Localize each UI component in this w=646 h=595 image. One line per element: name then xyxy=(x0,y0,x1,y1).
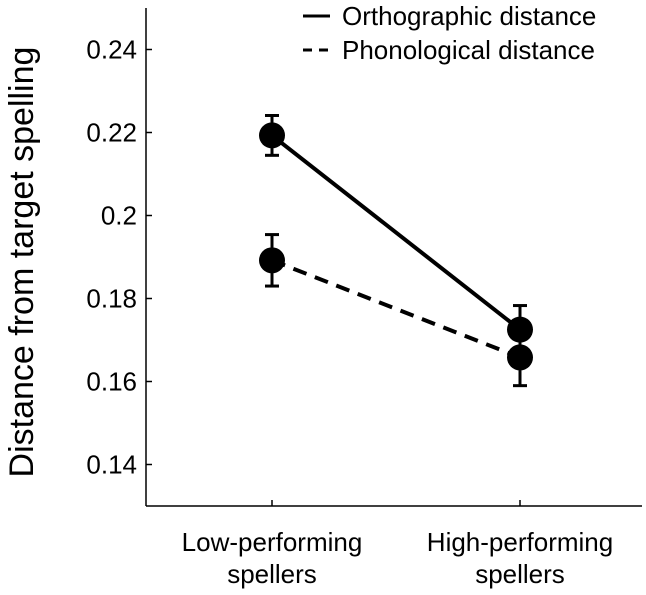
legend-label: Orthographic distance xyxy=(342,1,596,31)
x-tick-label: Low-performing spellers xyxy=(182,527,363,589)
x-tick-label-line: High-performing xyxy=(427,527,613,557)
x-tick-label-line: spellers xyxy=(227,559,317,589)
legend-label: Phonological distance xyxy=(342,35,595,65)
y-tick-label: 0.22 xyxy=(86,118,137,148)
data-point xyxy=(507,344,533,371)
x-tick-label-line: spellers xyxy=(475,559,565,589)
y-tick-label: 0.18 xyxy=(86,284,137,314)
y-axis-label: Distance from target spelling xyxy=(3,47,41,478)
y-tick-label: 0.16 xyxy=(86,367,137,397)
series-line xyxy=(270,133,522,332)
x-tick-label-line: Low-performing xyxy=(182,527,363,557)
series-phonological xyxy=(259,233,533,388)
axes xyxy=(145,8,642,507)
series-group xyxy=(259,113,533,388)
y-tick-label: 0.2 xyxy=(101,201,137,231)
data-point xyxy=(259,122,285,149)
legend: Orthographic distance Phonological distan… xyxy=(303,1,596,65)
x-tick-label: High-performing spellers xyxy=(427,527,613,589)
y-tick-label: 0.24 xyxy=(86,35,137,65)
series-orthographic xyxy=(259,113,533,356)
series-line xyxy=(271,258,521,360)
data-point xyxy=(259,247,285,274)
y-ticks: 0.14 0.16 0.18 0.2 0.22 0.24 xyxy=(86,35,152,480)
y-tick-label: 0.14 xyxy=(86,450,137,480)
